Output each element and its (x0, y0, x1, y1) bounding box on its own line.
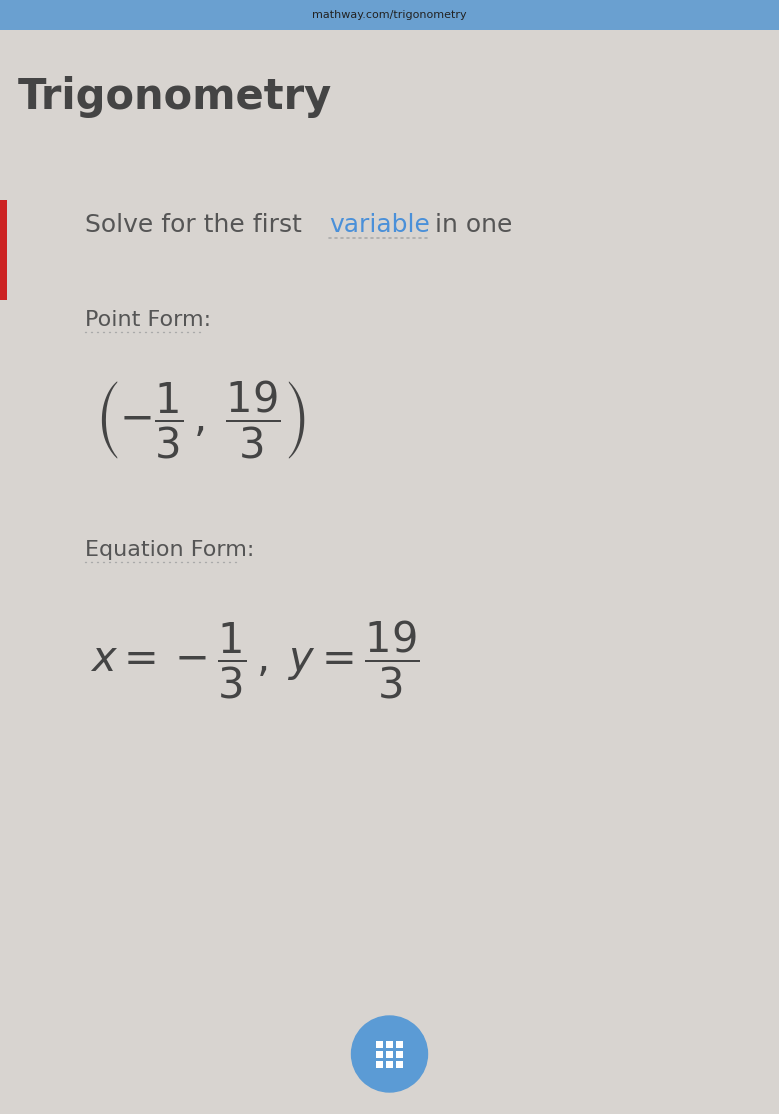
FancyBboxPatch shape (376, 1040, 383, 1047)
FancyBboxPatch shape (0, 145, 779, 1114)
FancyBboxPatch shape (376, 1061, 383, 1067)
Text: Point Form:: Point Form: (85, 310, 211, 330)
FancyBboxPatch shape (0, 201, 7, 300)
FancyBboxPatch shape (396, 1061, 403, 1067)
Text: variable: variable (330, 213, 430, 237)
Text: $\left(-\dfrac{1}{3}\,,\;\dfrac{19}{3}\right)$: $\left(-\dfrac{1}{3}\,,\;\dfrac{19}{3}\r… (95, 379, 306, 461)
Text: Equation Form:: Equation Form: (85, 540, 255, 560)
Text: in one: in one (427, 213, 513, 237)
FancyBboxPatch shape (386, 1061, 393, 1067)
FancyBboxPatch shape (396, 1040, 403, 1047)
FancyBboxPatch shape (396, 1051, 403, 1057)
Text: $x = -\dfrac{1}{3}\,,\; y = \dfrac{19}{3}$: $x = -\dfrac{1}{3}\,,\; y = \dfrac{19}{3… (90, 619, 420, 701)
Text: Trigonometry: Trigonometry (18, 76, 333, 118)
FancyBboxPatch shape (386, 1051, 393, 1057)
Circle shape (351, 1016, 428, 1092)
FancyBboxPatch shape (0, 0, 779, 30)
Text: mathway.com/trigonometry: mathway.com/trigonometry (312, 10, 467, 20)
FancyBboxPatch shape (376, 1051, 383, 1057)
FancyBboxPatch shape (386, 1040, 393, 1047)
Text: Solve for the first: Solve for the first (85, 213, 310, 237)
FancyBboxPatch shape (0, 30, 779, 145)
